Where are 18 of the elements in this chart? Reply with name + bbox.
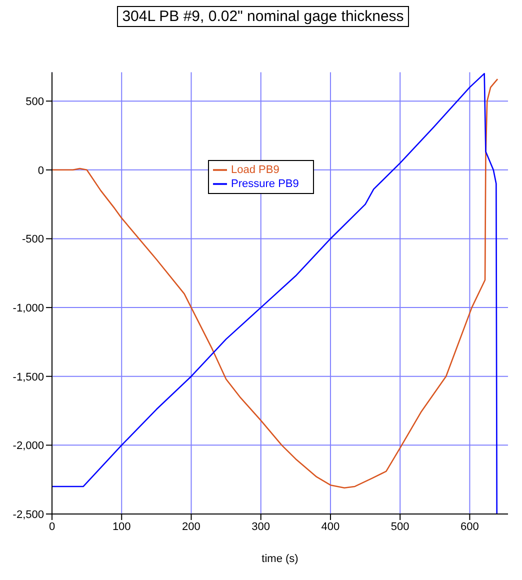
y-tick-label: 500 [26,96,44,108]
x-tick-label: 600 [460,520,479,533]
x-tick-label: 300 [252,520,270,533]
y-tick-label: -1,000 [12,302,44,314]
y-tick-label: -1,500 [12,371,44,384]
y-tick-label: -2,500 [12,508,44,521]
x-tick-label: 400 [321,520,340,533]
x-tick-label: 100 [112,520,131,533]
y-tick-label: -2,000 [12,440,44,452]
legend-label: Load PB9 [231,164,280,176]
x-axis-title: time (s) [262,553,298,565]
x-tick-label: 200 [182,520,200,533]
chart-title: 304L PB #9, 0.02" nominal gage thickness [117,6,409,27]
x-tick-label: 0 [48,520,56,533]
y-tick-label: -500 [22,234,44,246]
x-tick-label: 500 [390,520,410,533]
y-tick-label: 0 [38,164,44,177]
legend-label: Pressure PB9 [231,178,299,190]
